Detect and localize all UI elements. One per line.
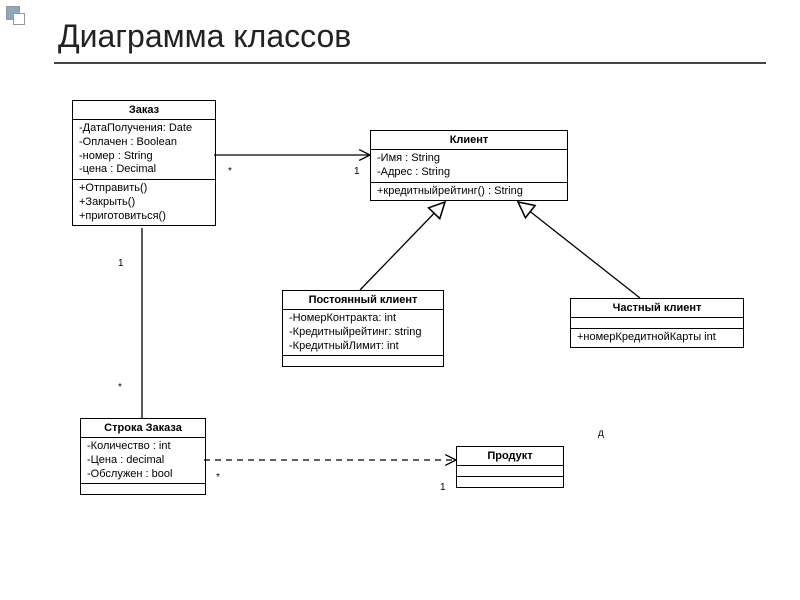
class-product-operations (457, 476, 563, 487)
class-product-attributes (457, 466, 563, 476)
class-client: Клиент -Имя : String -Адрес : String +кр… (370, 130, 568, 201)
class-order-attributes: -ДатаПолучения: Date -Оплачен : Boolean … (73, 120, 215, 179)
class-private-attributes (571, 318, 743, 328)
class-private-client: Частный клиент +номерКредитнойКарты int (570, 298, 744, 348)
class-orderline-name: Строка Заказа (81, 419, 205, 438)
class-private-name: Частный клиент (571, 299, 743, 318)
class-regular-name: Постоянный клиент (283, 291, 443, 310)
title-underline (54, 62, 766, 64)
class-orderline: Строка Заказа -Количество : int -Цена : … (80, 418, 206, 495)
edge-label: 1 (354, 166, 360, 177)
class-regular-attributes: -НомерКонтракта: int -Кредитныйрейтинг: … (283, 310, 443, 355)
class-product: Продукт (456, 446, 564, 488)
free-label: д (598, 428, 604, 439)
class-client-name: Клиент (371, 131, 567, 150)
edge-label: * (228, 166, 232, 177)
page-title: Диаграмма классов (58, 18, 351, 55)
edge-label: * (216, 472, 220, 483)
class-order-operations: +Отправить() +Закрыть() +приготовиться() (73, 179, 215, 225)
class-private-operations: +номерКредитнойКарты int (571, 328, 743, 347)
edge-private-client (518, 202, 640, 298)
class-client-operations: +кредитныйрейтинг() : String (371, 182, 567, 201)
class-client-attributes: -Имя : String -Адрес : String (371, 150, 567, 182)
edge-label: 1 (440, 482, 446, 493)
class-regular-operations (283, 355, 443, 366)
edge-label: 1 (118, 258, 124, 269)
class-regular-client: Постоянный клиент -НомерКонтракта: int -… (282, 290, 444, 367)
class-order: Заказ -ДатаПолучения: Date -Оплачен : Bo… (72, 100, 216, 226)
class-orderline-attributes: -Количество : int -Цена : decimal -Обслу… (81, 438, 205, 483)
class-product-name: Продукт (457, 447, 563, 466)
class-order-name: Заказ (73, 101, 215, 120)
class-orderline-operations (81, 483, 205, 494)
edge-regular-client (360, 202, 445, 290)
edge-label: * (118, 382, 122, 393)
